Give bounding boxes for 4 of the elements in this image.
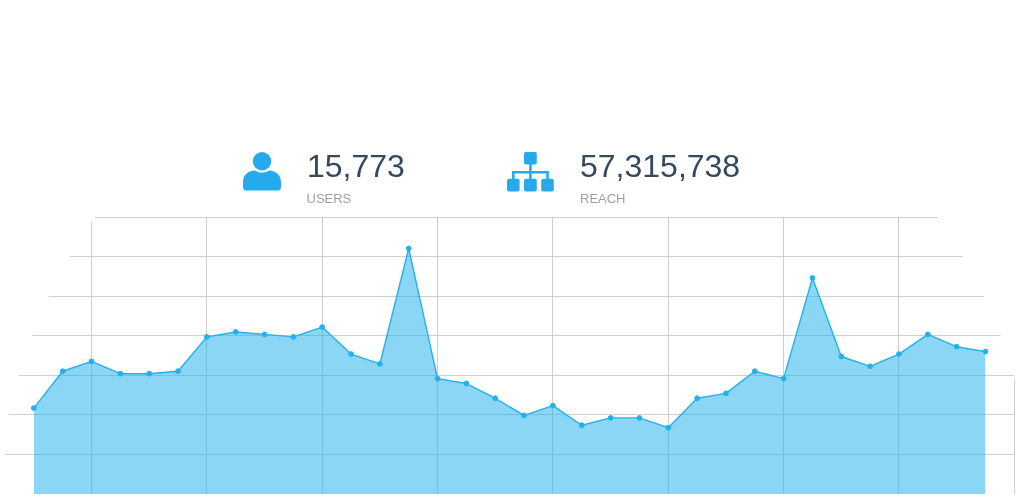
text: REACH [580,190,626,206]
text: USERS [306,190,352,206]
text: 15,773 [307,148,405,184]
text: 57,315,738 [580,148,741,184]
